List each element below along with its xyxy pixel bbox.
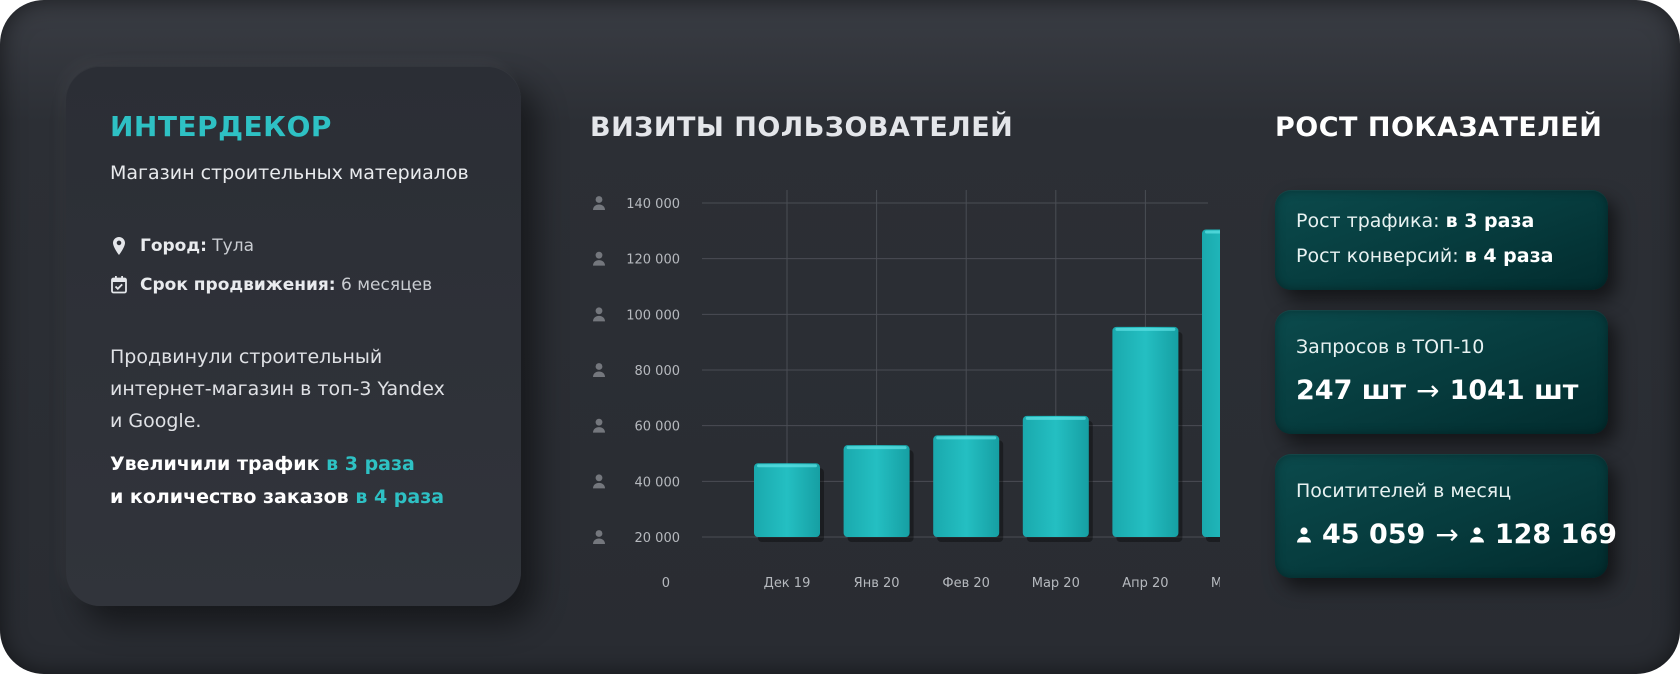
user-icon [593, 418, 605, 433]
user-icon [593, 530, 605, 544]
visitors-label: Поситителей в месяц [1296, 480, 1512, 502]
visits-bar-chart: 20 000 40 000 60 000 80 000 100 000 120 000 14… [593, 190, 1220, 591]
description-line: и Google. [110, 410, 202, 432]
chart-title: ВИЗИТЫ ПОЛЬЗОВАТЕЛЕЙ [590, 112, 1014, 143]
conversion-growth-value: в 4 раза [1464, 245, 1554, 267]
result-traffic-accent: в 3 раза [326, 453, 415, 475]
user-icon-head [595, 418, 603, 426]
result-orders: и количество заказов в 4 раза [110, 486, 510, 508]
y-tick-label: 20 000 [635, 531, 681, 546]
project-description: Продвинули строительный интернет-магазин… [110, 341, 490, 437]
result-orders-accent: в 4 раза [355, 486, 445, 508]
x-tick-label: Дек 19 [764, 576, 811, 591]
y-tick-label: 40 000 [635, 475, 681, 490]
top10-to: 1041 шт [1449, 375, 1579, 406]
bar [843, 445, 910, 537]
user-icon [593, 474, 605, 489]
y-tick-label: 120 000 [626, 253, 680, 268]
city-label: Город: [140, 236, 207, 256]
user-icon [593, 196, 605, 210]
conversion-growth-label: Рост конверсий: [1296, 245, 1465, 267]
y-tick-label: 140 000 [626, 197, 680, 212]
x-tick-label: Янв 20 [854, 576, 900, 591]
user-icon-head [595, 196, 603, 203]
project-subtitle: Магазин строительных материалов [110, 162, 469, 184]
brand-name: ИНТЕРДЕКОР [110, 110, 332, 143]
y-zero-label: 0 [662, 576, 670, 591]
bar-highlight [1205, 230, 1220, 234]
top10-card: Запросов в ТОП-10 247 шт → 1041 шт [1275, 310, 1608, 434]
user-icon-body [593, 204, 605, 210]
location-pin-icon [110, 236, 128, 256]
top10-from: 247 шт [1296, 375, 1407, 406]
growth-rates-card: Рост трафика: в 3 раза Рост конверсий: в… [1275, 190, 1608, 290]
user-icon [1296, 526, 1312, 544]
user-icon-head [595, 474, 603, 482]
result-traffic: Увеличили трафик в 3 раза [110, 453, 510, 475]
y-tick-label: 80 000 [635, 364, 681, 379]
traffic-growth: Рост трафика: в 3 раза [1296, 210, 1534, 232]
visitors-card: Поситителей в месяц 45 059 → 128 169 [1275, 454, 1617, 578]
term-value: 6 месяцев [341, 275, 433, 295]
y-tick-label: 60 000 [635, 420, 681, 435]
traffic-growth-label: Рост трафика: [1296, 210, 1446, 232]
x-tick-label: Фев 20 [942, 576, 990, 591]
user-icon [593, 251, 605, 266]
x-tick-label: Мар 20 [1032, 576, 1080, 591]
user-icon-body [593, 427, 605, 433]
visitors-to: 128 169 [1494, 519, 1617, 550]
term-label: Срок продвижения: [140, 275, 336, 295]
user-icon [1469, 526, 1485, 544]
user-icon-head [595, 530, 603, 537]
visitors-values: 45 059 → 128 169 [1296, 518, 1617, 551]
conversion-growth: Рост конверсий: в 4 раза [1296, 245, 1553, 267]
bar [933, 435, 1000, 537]
bar-highlight [846, 446, 907, 450]
user-icon-body [593, 260, 605, 266]
y-tick-label: 100 000 [626, 308, 680, 323]
arrow-right-icon: → [1435, 518, 1459, 551]
user-icon-head [595, 307, 603, 315]
user-icon [593, 307, 605, 322]
project-info-card: ИНТЕРДЕКОР Магазин строительных материал… [66, 66, 521, 606]
user-icon [593, 363, 605, 377]
bar [1202, 229, 1220, 537]
user-icon-body [593, 538, 605, 544]
calendar-check-icon [110, 275, 128, 295]
term-row: Срок продвижения: 6 месяцев [110, 275, 432, 295]
user-icon-body [593, 482, 605, 489]
bar [754, 463, 820, 537]
traffic-growth-value: в 3 раза [1445, 210, 1535, 232]
top10-label: Запросов в ТОП-10 [1296, 336, 1485, 358]
description-line: интернет-магазин в топ-3 Yandex [110, 378, 445, 400]
result-traffic-text: Увеличили трафик [110, 453, 327, 475]
arrow-right-icon: → [1416, 374, 1440, 407]
user-icon-body [593, 315, 605, 322]
city-value: Тула [212, 236, 255, 256]
user-icon-body [593, 371, 605, 377]
bar-highlight [757, 464, 817, 468]
user-icon-head [595, 363, 603, 370]
bar [1022, 415, 1089, 537]
bar-highlight [936, 436, 997, 440]
description-line: Продвинули строительный [110, 346, 383, 368]
city-row: Город: Тула [110, 236, 254, 256]
visitors-from: 45 059 [1322, 519, 1426, 550]
result-orders-text: и количество заказов [110, 486, 356, 508]
x-tick-label: Апр 20 [1122, 576, 1168, 591]
bar [1112, 326, 1179, 537]
x-tick-label: Май 20 [1211, 576, 1220, 591]
top10-values: 247 шт → 1041 шт [1296, 374, 1578, 407]
growth-title: РОСТ ПОКАЗАТЕЛЕЙ [1275, 112, 1603, 143]
bar-highlight [1025, 416, 1086, 420]
user-icon-head [595, 251, 603, 259]
bar-highlight [1115, 327, 1176, 331]
